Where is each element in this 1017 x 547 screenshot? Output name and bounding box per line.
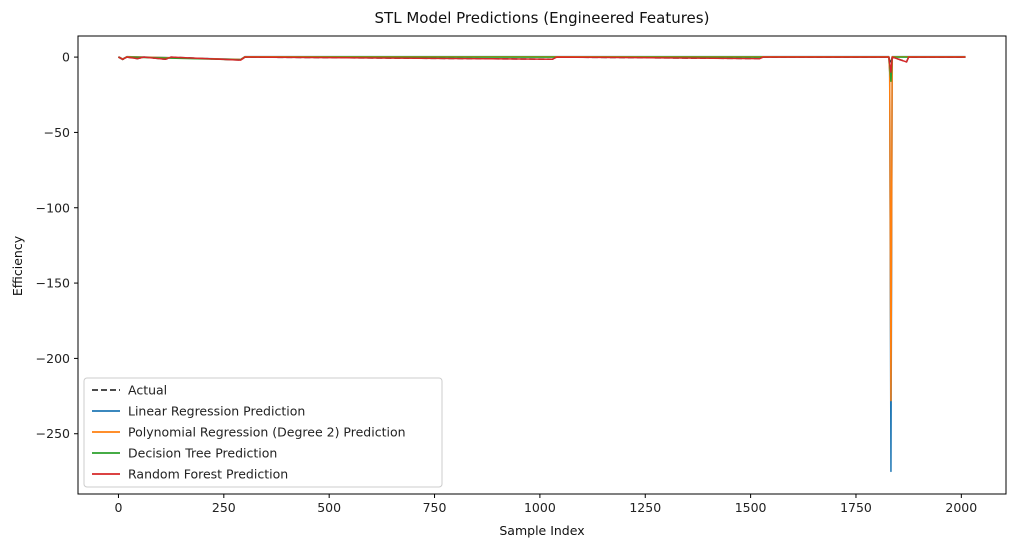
- legend: Actual Linear Regression Prediction Polyno…: [83, 377, 443, 488]
- y-tick-label-2: −100: [36, 200, 70, 215]
- x-tick-label-8: 2000: [945, 500, 977, 515]
- x-tick-label-3: 750: [423, 500, 447, 515]
- axis-ticks: 0 250 500 750 1000 1250 1500 1750 2000 0 −50 −100 −1…: [36, 50, 978, 515]
- y-tick-label-1: −50: [44, 125, 70, 140]
- x-tick-label-7: 1750: [840, 500, 872, 515]
- x-tick-label-0: 0: [114, 500, 122, 515]
- y-tick-label-3: −150: [36, 276, 70, 291]
- legend-label-1: Linear Regression Prediction: [128, 404, 305, 419]
- plot-area: [77, 35, 1007, 495]
- series-line-2: [118, 56, 966, 402]
- plot-frame: [77, 35, 1007, 495]
- x-tick-label-6: 1500: [735, 500, 767, 515]
- legend-box: [83, 377, 443, 488]
- x-tick-label-4: 1000: [524, 500, 556, 515]
- legend-label-4: Random Forest Prediction: [128, 467, 288, 482]
- series-line-4: [118, 56, 966, 73]
- legend-label-0: Actual: [128, 383, 167, 398]
- legend-label-3: Decision Tree Prediction: [128, 446, 277, 461]
- x-tick-label-5: 1250: [629, 500, 661, 515]
- chart-title: STL Model Predictions (Engineered Featur…: [375, 9, 710, 27]
- x-axis-label: Sample Index: [499, 523, 584, 538]
- legend-label-2: Polynomial Regression (Degree 2) Predict…: [128, 425, 406, 440]
- x-tick-label-2: 500: [317, 500, 341, 515]
- y-tick-label-4: −200: [36, 351, 70, 366]
- series-line-3: [118, 56, 966, 82]
- series-line-0: [118, 56, 966, 64]
- y-tick-label-0: 0: [62, 50, 70, 65]
- y-axis-label: Efficiency: [10, 235, 25, 296]
- y-tick-label-5: −250: [36, 426, 70, 441]
- x-tick-label-1: 250: [212, 500, 236, 515]
